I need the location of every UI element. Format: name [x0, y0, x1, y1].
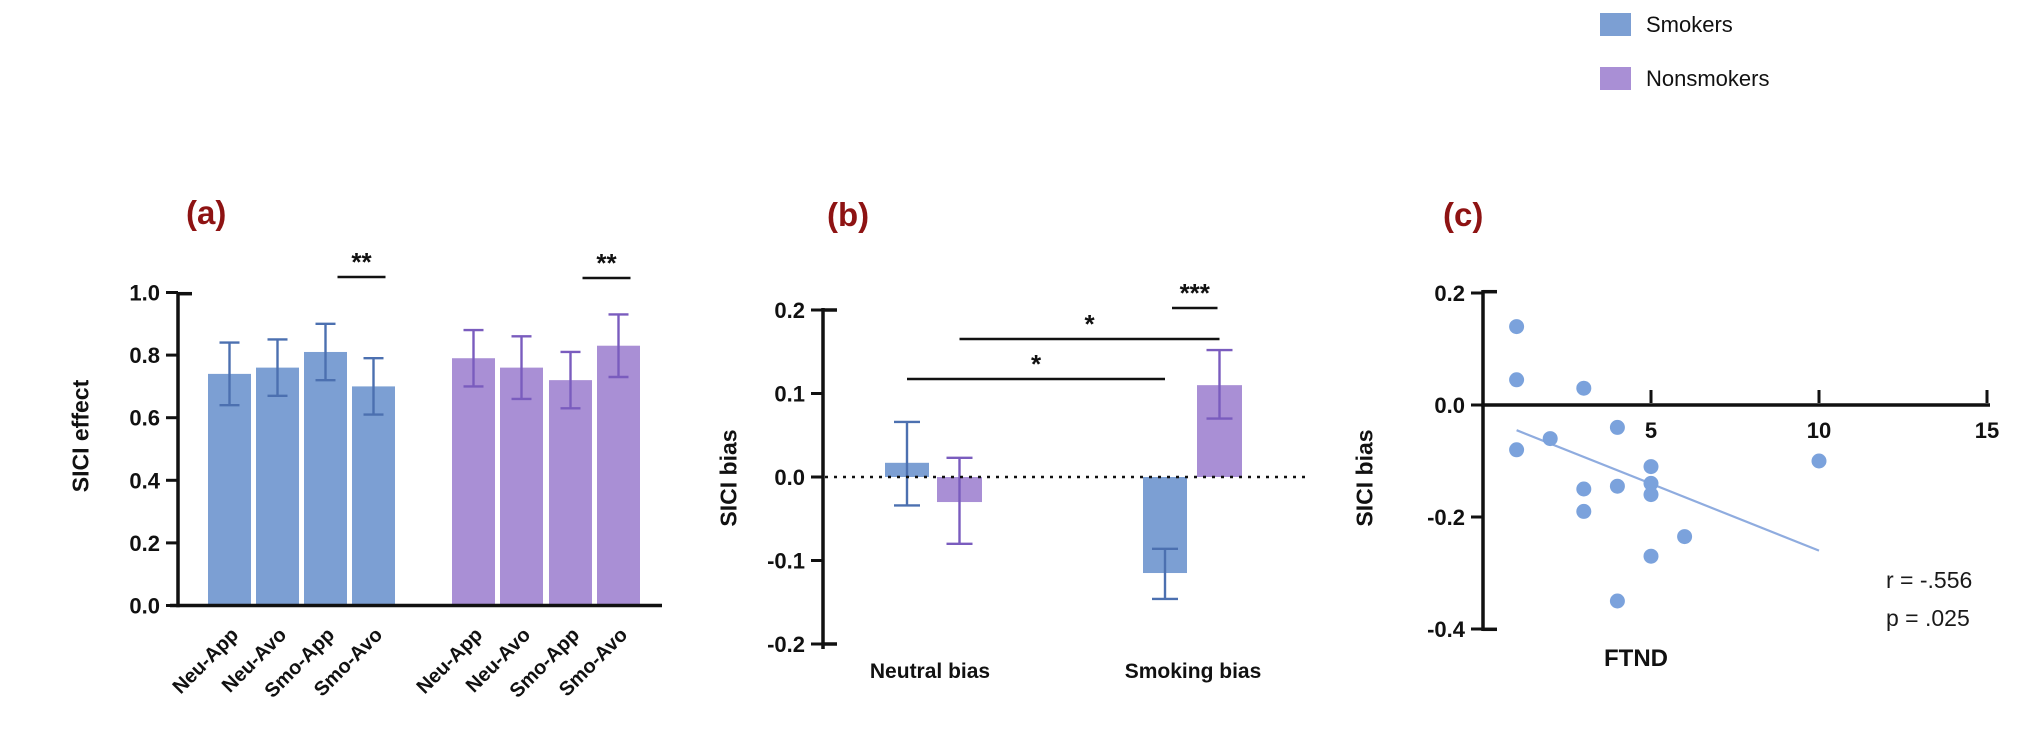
legend: Smokers Nonsmokers: [1600, 12, 1769, 120]
panel-a-letter: (a): [186, 194, 227, 231]
scatter-point: [1576, 481, 1592, 497]
scatter-point: [1811, 453, 1827, 469]
panel-c-x-tick-label: 15: [1975, 418, 1999, 443]
bar-nonsmokers-neu-avo: [500, 367, 543, 606]
bar-smokers-smo-app: [304, 351, 347, 606]
scatter-point: [1643, 459, 1659, 475]
panel-a-y-tick-label: 0.2: [129, 531, 160, 556]
stat-r-value: r = -.556: [1886, 567, 1973, 593]
panel-a-y-tick-label: 0.6: [129, 406, 160, 431]
bar-smokers-smo-avo: [352, 386, 395, 606]
bar-smokers-neu-avo: [256, 367, 299, 606]
bar-nonsmokers-smo-app: [549, 380, 592, 606]
scatter-point: [1509, 372, 1525, 388]
scatter-point: [1509, 319, 1525, 335]
significance-stars: **: [351, 247, 372, 277]
panel-c-y-tick-label: 0.2: [1434, 281, 1465, 306]
panel-b-y-tick-label: -0.2: [767, 632, 805, 657]
scatter-point: [1542, 431, 1558, 447]
bar-nonsmokers-smo-avo: [597, 345, 640, 606]
significance-stars: **: [596, 248, 617, 278]
significance-stars: ***: [1180, 278, 1211, 308]
legend-item-nonsmokers: Nonsmokers: [1600, 66, 1769, 91]
scatter-point: [1509, 442, 1525, 458]
scatter-point: [1576, 380, 1592, 396]
significance-stars: *: [1031, 349, 1042, 379]
panel-c-y-tick-label: -0.2: [1427, 505, 1465, 530]
legend-item-smokers: Smokers: [1600, 12, 1769, 37]
category-label-neutral-bias: Neutral bias: [869, 660, 991, 683]
panel-a-y-tick-label: 0.0: [129, 594, 160, 619]
category-label-smoking-bias: Smoking bias: [1124, 660, 1262, 683]
panel-c-letter: (c): [1443, 196, 1484, 233]
panel-c-x-tick-label: 10: [1807, 418, 1831, 443]
panel-b-letter: (b): [827, 196, 870, 233]
scatter-point: [1643, 475, 1659, 491]
scatter-point: [1677, 529, 1693, 545]
bar-smokers-neu-app: [208, 373, 251, 606]
legend-swatch-smokers: [1600, 13, 1631, 36]
significance-stars: *: [1084, 309, 1095, 339]
panel-c-x-tick-label: 5: [1645, 418, 1657, 443]
panel-c-x-axis-title: FTND: [1604, 645, 1668, 672]
panel-b-y-tick-label: 0.0: [774, 465, 805, 490]
legend-label-nonsmokers: Nonsmokers: [1646, 65, 1770, 91]
panel-c-y-tick-label: -0.4: [1427, 617, 1466, 642]
panel-a-y-tick-label: 0.4: [129, 468, 160, 493]
panel-a-y-tick-label: 0.8: [129, 343, 160, 368]
scatter-point: [1643, 548, 1659, 564]
bar-nonsmokers-neu-app: [452, 358, 495, 606]
panel-b-y-axis-title: SICI bias: [715, 429, 742, 527]
scatter-point: [1609, 478, 1625, 494]
scatter-point: [1576, 503, 1592, 519]
legend-swatch-nonsmokers: [1600, 67, 1631, 90]
scatter-point: [1609, 593, 1625, 609]
stat-p-value: p = .025: [1886, 605, 1970, 631]
scatter-point: [1609, 419, 1625, 435]
panel-c-y-tick-label: 0.0: [1434, 393, 1465, 418]
regression-line: [1516, 429, 1820, 552]
panel-a-y-tick-label: 1.0: [129, 281, 160, 306]
panel-b-y-tick-label: 0.1: [774, 382, 805, 407]
panel-a-y-axis-title: SICI effect: [67, 379, 94, 493]
panel-c-y-axis-title: SICI bias: [1351, 429, 1378, 527]
legend-label-smokers: Smokers: [1646, 11, 1733, 37]
scatter-point: [1643, 487, 1659, 503]
panel-b-y-tick-label: 0.2: [774, 298, 805, 323]
panel-b-y-tick-label: -0.1: [767, 549, 805, 574]
